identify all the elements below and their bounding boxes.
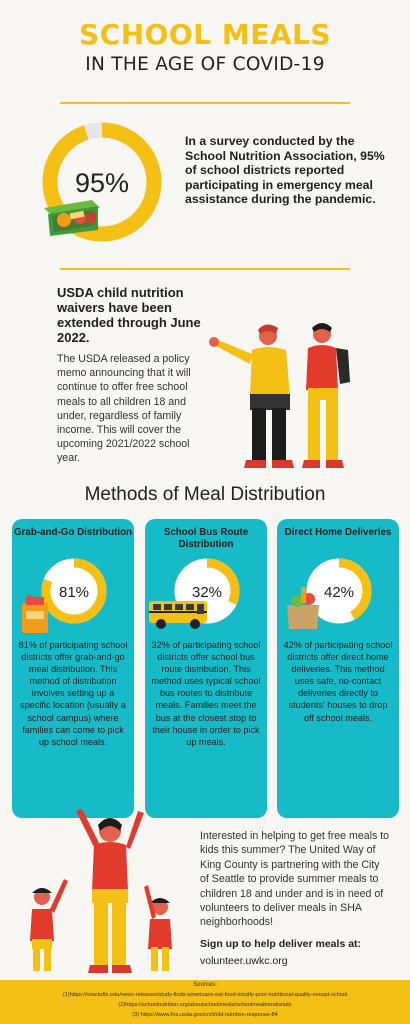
card-donut-chart: 81% [41, 558, 107, 624]
page-title: SCHOOL MEALS [78, 18, 331, 51]
sources-footer: Sources: (1)https://now.tufts.edu/news-r… [0, 980, 410, 1024]
divider [60, 268, 350, 270]
card-donut-chart: 42% [306, 558, 372, 624]
source-link[interactable]: (2)https://schoolnutrition.org/aboutscho… [118, 1002, 292, 1008]
divider [60, 102, 350, 104]
sources-heading: Sources: [193, 982, 217, 988]
card-title: Grab-and-Go Distribution [13, 527, 133, 538]
page-subtitle: IN THE AGE OF COVID-19 [85, 54, 325, 75]
volunteer-description: Interested in helping to get free meals … [200, 830, 390, 929]
signup-link[interactable]: volunteer.uwkc.org [200, 955, 288, 967]
card-description: 42% of participating school districts of… [283, 640, 393, 723]
source-link[interactable]: (1)https://now.tufts.edu/news-releases/s… [62, 992, 348, 998]
card-title: School Bus Route Distribution [163, 527, 249, 550]
card-percent-label: 42% [324, 584, 354, 601]
signup-heading: Sign up to help deliver meals at: [200, 938, 362, 950]
card-percent-label: 32% [192, 584, 222, 601]
waiver-heading: USDA child nutrition waivers have been e… [57, 285, 201, 345]
method-card-home-delivery: Direct Home Deliveries 42% 42% of partic… [277, 519, 399, 818]
stat-percent-label: 95% [75, 168, 129, 198]
family-illustration [30, 809, 172, 973]
school-bus-icon [149, 601, 207, 629]
methods-title: Methods of Meal Distribution [84, 484, 326, 505]
method-card-school-bus: School Bus Route Distribution 32% 32% of… [145, 519, 267, 818]
people-illustration [209, 323, 350, 468]
waiver-description: The USDA released a policy memo announci… [57, 353, 191, 465]
stat-donut-chart: 95% [42, 122, 162, 242]
card-percent-label: 81% [59, 584, 89, 601]
card-description: 81% of participating school districts of… [18, 640, 128, 747]
method-card-grab-and-go: Grab-and-Go Distribution 81% 81% of part… [12, 519, 134, 818]
grocery-box-icon [287, 587, 319, 629]
lunchbox-icon [44, 200, 100, 236]
card-description: 32% of participating school districts of… [151, 640, 261, 747]
card-title: Direct Home Deliveries [284, 527, 392, 538]
stat-description: In a survey conducted by the School Nutr… [185, 134, 385, 206]
grocery-bag-icon [22, 595, 48, 633]
source-link[interactable]: (3) https://www.fns.usda.gov/cn/child-nu… [132, 1012, 278, 1018]
